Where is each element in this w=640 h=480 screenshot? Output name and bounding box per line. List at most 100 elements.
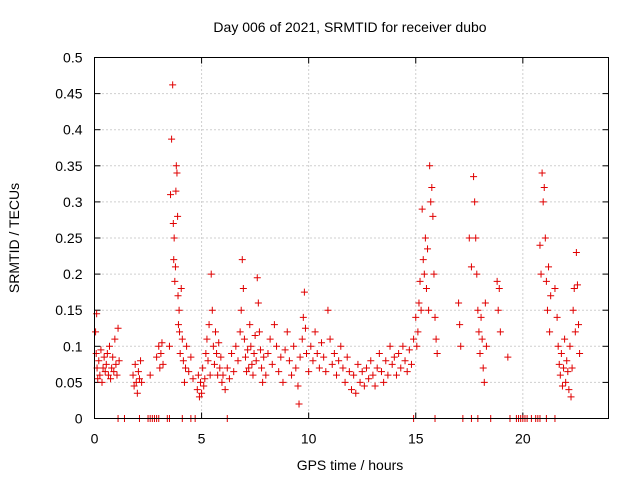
data-point: [494, 306, 502, 314]
data-point: [395, 350, 403, 358]
data-point: [568, 364, 576, 372]
data-point: [109, 353, 117, 361]
data-point: [177, 285, 185, 293]
data-point: [262, 371, 270, 379]
x-tick-label: 15: [408, 431, 424, 447]
data-point: [202, 350, 210, 358]
data-point: [239, 285, 247, 293]
data-point: [296, 353, 304, 361]
data-point: [245, 364, 253, 372]
data-point: [241, 353, 249, 361]
data-point: [493, 277, 501, 285]
data-point: [281, 346, 289, 354]
data-point: [543, 306, 551, 314]
data-point: [209, 342, 217, 350]
data-point: [471, 198, 479, 206]
data-point: [320, 353, 328, 361]
data-point: [133, 389, 141, 397]
data-point: [158, 339, 166, 347]
data-point: [365, 375, 373, 383]
data-point: [539, 198, 547, 206]
data-point: [221, 386, 229, 394]
data-point: [386, 342, 394, 350]
data-point: [168, 135, 176, 143]
data-point: [110, 368, 118, 376]
data-point: [424, 245, 432, 253]
data-point: [252, 357, 260, 365]
data-point: [249, 371, 257, 379]
data-point: [418, 205, 426, 213]
data-point: [538, 169, 546, 177]
data-point: [573, 281, 581, 289]
data-point: [482, 342, 490, 350]
data-point: [328, 360, 336, 368]
data-point: [157, 350, 165, 358]
data-point: [250, 350, 258, 358]
data-point: [405, 346, 413, 354]
y-tick-label: 0.4: [63, 122, 83, 138]
data-point: [102, 360, 110, 368]
data-point: [295, 400, 303, 408]
data-point: [113, 371, 121, 379]
data-point: [279, 378, 287, 386]
data-point: [172, 162, 180, 170]
data-point: [215, 339, 223, 347]
data-point: [103, 350, 111, 358]
data-point: [299, 313, 307, 321]
data-point: [101, 368, 109, 376]
data-point: [130, 382, 138, 390]
data-point: [159, 360, 167, 368]
data-point: [131, 360, 139, 368]
data-point: [169, 220, 177, 228]
data-point: [96, 371, 104, 379]
data-point: [313, 350, 321, 358]
data-point: [115, 357, 123, 365]
data-point: [569, 306, 577, 314]
data-point: [283, 328, 291, 336]
data-point: [212, 328, 220, 336]
data-point: [540, 183, 548, 191]
data-point: [146, 371, 154, 379]
data-point: [473, 270, 481, 278]
data-point: [318, 339, 326, 347]
data-point: [179, 357, 187, 365]
data-point: [198, 389, 206, 397]
data-point: [467, 263, 475, 271]
data-point: [290, 342, 298, 350]
data-point: [266, 335, 274, 343]
y-tick-label: 0.2: [63, 266, 83, 282]
data-point: [213, 350, 221, 358]
data-point: [564, 368, 572, 376]
data-point: [545, 263, 553, 271]
data-point: [301, 324, 309, 332]
data-point: [264, 350, 272, 358]
data-point: [542, 277, 550, 285]
data-point: [413, 342, 421, 350]
y-tick-label: 0: [75, 411, 83, 427]
data-point: [315, 364, 323, 372]
data-point: [178, 335, 186, 343]
data-point: [571, 328, 579, 336]
data-point: [570, 285, 578, 293]
data-point: [112, 360, 120, 368]
data-point: [388, 360, 396, 368]
data-point: [246, 321, 254, 329]
data-point: [427, 198, 435, 206]
x-tick-label: 20: [515, 431, 531, 447]
data-point: [412, 313, 420, 321]
data-point: [397, 364, 405, 372]
data-point: [352, 389, 360, 397]
data-point: [255, 328, 263, 336]
data-point: [339, 364, 347, 372]
data-point: [273, 342, 281, 350]
data-point: [360, 382, 368, 390]
data-point: [230, 368, 238, 376]
data-point: [479, 364, 487, 372]
data-point: [175, 306, 183, 314]
data-point: [407, 360, 415, 368]
data-point: [377, 368, 385, 376]
data-point: [92, 328, 100, 336]
data-point: [167, 191, 175, 199]
data-point: [248, 360, 256, 368]
